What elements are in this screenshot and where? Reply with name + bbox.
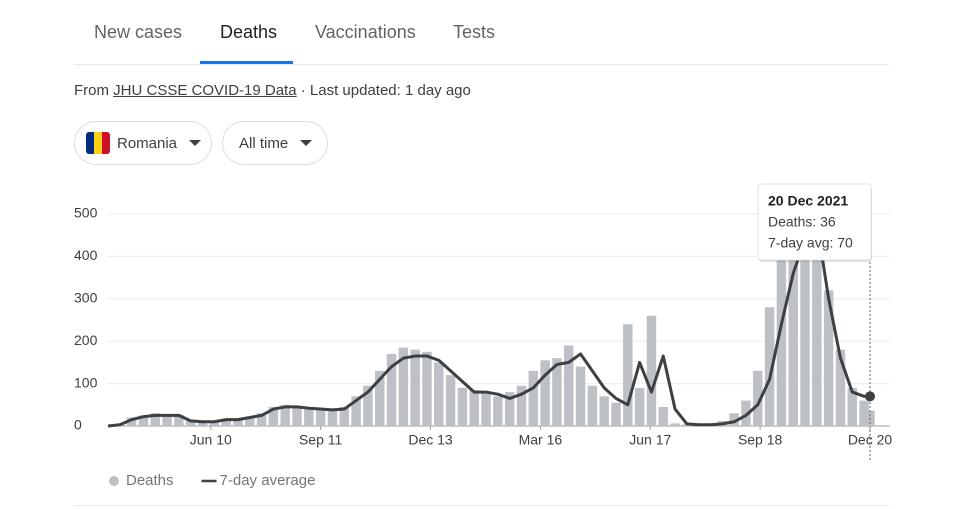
bar <box>540 360 550 426</box>
bar <box>753 370 763 426</box>
bar <box>150 413 160 426</box>
bar <box>469 389 479 426</box>
bar <box>351 396 361 426</box>
bar <box>268 406 279 426</box>
bar <box>599 396 609 426</box>
bar <box>564 345 574 426</box>
bar <box>126 417 137 426</box>
bar <box>315 408 326 426</box>
bar <box>280 404 290 426</box>
bar <box>138 415 149 426</box>
legend-label: 7-day average <box>220 472 316 489</box>
tooltip-line: Deaths: 36 <box>768 214 836 230</box>
y-tick-label: 300 <box>74 290 98 306</box>
source-link[interactable]: JHU CSSE COVID-19 Data <box>113 82 297 99</box>
bar <box>245 416 255 426</box>
x-tick-label: Mar 16 <box>519 432 563 448</box>
source-line: From JHU CSSE COVID-19 Data · Last updat… <box>74 82 471 99</box>
bar <box>256 413 267 426</box>
bar <box>386 353 397 426</box>
source-prefix: From <box>74 82 109 99</box>
bar <box>847 387 858 426</box>
bar <box>528 370 539 426</box>
y-tick-label: 0 <box>74 417 82 433</box>
bar <box>304 407 314 426</box>
bar <box>776 256 787 426</box>
x-tick-label: Dec 13 <box>408 432 453 448</box>
bar <box>327 409 338 426</box>
bar <box>422 351 432 426</box>
tab-indicator <box>200 61 293 64</box>
bar <box>233 418 243 426</box>
bar <box>363 385 373 426</box>
bar <box>292 405 302 426</box>
bar <box>670 423 680 426</box>
bar <box>374 370 385 426</box>
tab[interactable]: New cases <box>94 22 183 42</box>
bar <box>729 413 739 426</box>
bar <box>221 418 231 426</box>
legend-label: Deaths <box>126 472 174 489</box>
bar <box>835 349 846 426</box>
flag <box>86 132 110 154</box>
x-tick-label: Jun 17 <box>629 432 671 448</box>
bar <box>516 385 527 426</box>
bar <box>623 324 633 426</box>
bar <box>859 400 869 426</box>
bar <box>587 385 598 426</box>
tooltip-title: 20 Dec 2021 <box>768 193 848 209</box>
source-suffix: · Last updated: 1 day ago <box>300 82 471 99</box>
bar <box>185 419 196 426</box>
bar <box>575 366 586 426</box>
tab[interactable]: Tests <box>453 22 496 42</box>
y-tick-label: 200 <box>74 332 98 348</box>
tooltip <box>757 183 872 261</box>
bar <box>788 230 798 426</box>
line <box>107 220 870 428</box>
bar <box>174 414 184 426</box>
bar <box>339 406 350 426</box>
filter-label: Romania <box>117 134 178 152</box>
x-tick-label: Sep 11 <box>299 432 343 448</box>
bar <box>764 307 775 426</box>
bar <box>552 358 562 426</box>
bar <box>162 414 172 426</box>
bar <box>812 218 822 426</box>
bar <box>197 420 208 426</box>
tab-divider <box>74 64 889 65</box>
range-filter[interactable]: All time <box>222 121 328 165</box>
country-filter[interactable]: Romania <box>74 121 212 165</box>
legend-swatch <box>109 476 119 486</box>
x-tick-label: Sep 18 <box>738 432 783 448</box>
bar <box>741 400 751 426</box>
bar <box>410 349 420 426</box>
y-tick-label: 100 <box>74 374 98 390</box>
hover-dot <box>865 391 875 402</box>
bar <box>611 402 621 426</box>
bar <box>634 387 645 426</box>
bar <box>504 392 515 426</box>
tab[interactable]: Vaccinations <box>315 22 416 42</box>
bar <box>646 315 657 426</box>
bar <box>398 347 409 426</box>
x-tick-label: Jun 10 <box>190 432 232 448</box>
y-tick-label: 400 <box>74 247 98 263</box>
bar <box>823 290 834 426</box>
bar <box>493 396 503 426</box>
bar <box>445 375 456 426</box>
filter-label: All time <box>239 134 289 152</box>
bottom-divider <box>74 505 889 506</box>
bar <box>800 222 810 426</box>
bar <box>457 387 468 426</box>
bar <box>481 392 491 426</box>
bar <box>658 406 668 426</box>
bar <box>434 362 444 426</box>
tooltip-line: 7-day avg: 70 <box>768 235 853 251</box>
tab[interactable]: Deaths <box>220 22 278 42</box>
y-tick-label: 500 <box>74 205 98 221</box>
